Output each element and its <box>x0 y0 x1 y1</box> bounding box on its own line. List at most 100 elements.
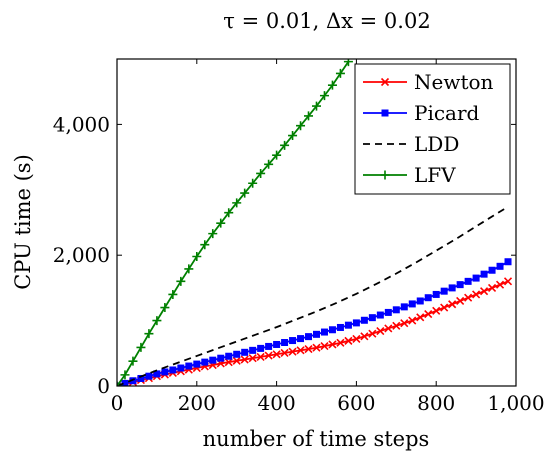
data-point-newton <box>464 293 473 302</box>
x-tick-label: 600 <box>337 391 375 415</box>
data-point-picard <box>185 362 193 370</box>
legend-item-newton: Newton <box>363 70 494 94</box>
data-point-newton <box>456 296 465 306</box>
x-tick-label: 800 <box>417 391 455 415</box>
data-point-lfv <box>224 208 234 218</box>
legend-label-lfv: LFV <box>414 163 456 187</box>
data-point-newton <box>344 336 353 345</box>
legend-label-newton: Newton <box>414 70 494 94</box>
data-point-picard <box>281 339 289 347</box>
legend: Newton Picard LDD LFV <box>354 63 511 195</box>
data-point-picard <box>257 344 265 352</box>
data-point-lfv <box>272 150 282 160</box>
data-point-newton <box>376 326 385 336</box>
data-point-lfv <box>168 289 178 299</box>
data-point-picard <box>408 300 416 308</box>
legend-item-picard: Picard <box>363 101 480 125</box>
data-point-picard <box>392 306 400 314</box>
data-point-picard <box>376 311 384 319</box>
data-point-picard <box>352 319 360 327</box>
data-point-picard <box>225 352 233 360</box>
data-point-picard <box>440 287 448 295</box>
data-point-lfv <box>160 303 170 313</box>
data-point-newton <box>352 334 361 343</box>
x-tick-label: 1,000 <box>487 391 544 415</box>
data-point-newton <box>360 332 369 341</box>
data-point-newton <box>336 338 345 347</box>
data-point-lfv <box>216 218 226 228</box>
data-point-picard <box>344 321 352 329</box>
data-point-newton <box>368 329 377 338</box>
x-axis: 0 200 400 600 800 1,000 <box>111 59 545 415</box>
data-point-lfv <box>152 316 162 326</box>
data-point-lfv <box>264 159 274 169</box>
series-ldd <box>117 206 509 386</box>
legend-marker-picard <box>381 109 389 117</box>
data-point-lfv <box>200 240 210 250</box>
data-point-picard <box>432 290 440 298</box>
data-point-lfv <box>136 342 146 352</box>
legend-marker-newton <box>380 77 390 87</box>
data-point-newton <box>448 300 457 309</box>
data-point-picard <box>456 281 464 289</box>
data-point-newton <box>424 309 433 319</box>
data-point-lfv <box>240 188 250 198</box>
data-point-picard <box>488 266 496 274</box>
data-point-newton <box>248 354 257 363</box>
y-axis: 0 2,000 4,000 <box>53 112 516 398</box>
data-point-newton <box>296 346 305 355</box>
series-line-lfv <box>117 61 350 386</box>
data-point-lfv <box>343 59 353 67</box>
data-point-newton <box>503 277 513 286</box>
data-point-newton <box>384 324 393 333</box>
data-point-picard <box>161 368 169 376</box>
data-point-picard <box>416 297 424 305</box>
series-picard <box>117 258 512 386</box>
data-point-picard <box>472 274 480 282</box>
data-point-newton <box>408 316 417 325</box>
data-point-lfv <box>319 91 329 101</box>
data-point-picard <box>464 277 472 285</box>
data-point-picard <box>480 270 488 278</box>
data-point-newton <box>288 347 297 356</box>
data-point-picard <box>249 346 257 354</box>
data-point-newton <box>264 351 273 360</box>
x-tick-label: 0 <box>111 391 124 415</box>
data-point-newton <box>280 348 289 358</box>
legend-box <box>354 63 511 195</box>
data-point-lfv <box>335 68 345 78</box>
data-point-picard <box>265 342 273 350</box>
y-tick-label: 0 <box>97 374 110 398</box>
data-point-lfv <box>120 370 130 380</box>
data-point-newton <box>440 303 449 312</box>
data-point-newton <box>495 280 505 289</box>
data-point-lfv <box>192 252 202 262</box>
y-tick-label: 2,000 <box>53 243 110 267</box>
data-point-newton <box>224 358 233 367</box>
data-point-lfv <box>184 264 194 274</box>
data-point-picard <box>320 328 328 336</box>
data-point-newton <box>487 283 497 292</box>
y-tick-label: 4,000 <box>53 112 110 136</box>
data-point-picard <box>145 372 153 380</box>
data-point-newton <box>304 344 313 354</box>
data-point-lfv <box>208 229 218 239</box>
data-point-picard <box>368 314 376 322</box>
data-point-lfv <box>232 198 242 208</box>
data-point-newton <box>240 355 249 364</box>
data-point-lfv <box>248 178 258 188</box>
data-point-picard <box>496 262 504 270</box>
data-point-newton <box>392 321 401 330</box>
data-point-picard <box>400 303 408 311</box>
y-axis-title: CPU time (s) <box>11 154 35 290</box>
legend-label-picard: Picard <box>414 101 480 125</box>
data-point-lfv <box>288 131 298 141</box>
legend-item-ldd: LDD <box>363 132 459 156</box>
data-point-newton <box>272 350 281 359</box>
data-point-picard <box>360 316 368 324</box>
x-axis-title: number of time steps <box>203 427 430 451</box>
data-point-picard <box>328 326 336 334</box>
data-point-newton <box>480 287 489 296</box>
data-point-picard <box>305 333 313 341</box>
series-lfv <box>117 59 353 386</box>
